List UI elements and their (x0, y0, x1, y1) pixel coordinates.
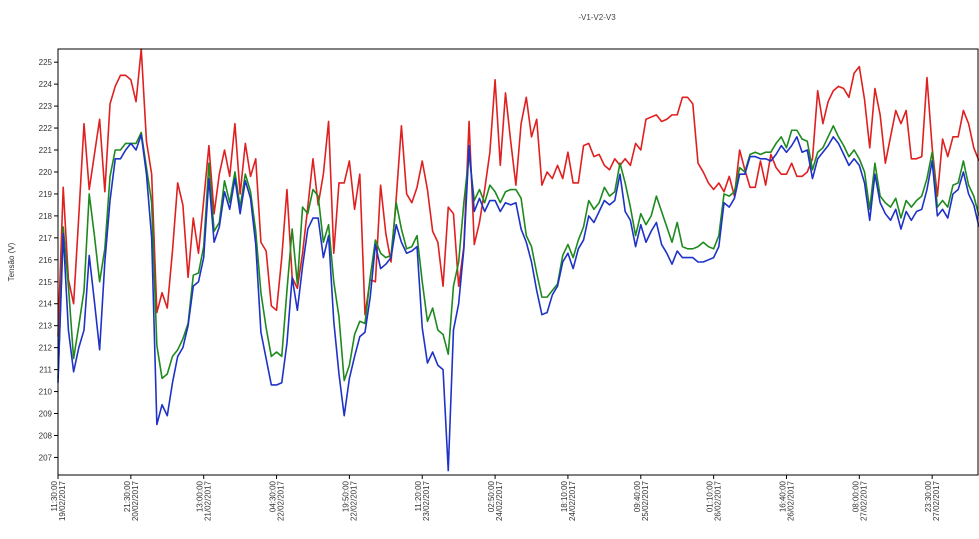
x-tick-label: 01:10:00 26/02/2017 (706, 480, 723, 521)
x-tick-label: 19:50:00 22/02/2017 (341, 480, 358, 521)
x-tick-time: 09:40:00 (633, 480, 642, 512)
y-tick-label: 221 (39, 146, 53, 155)
x-tick-date: 19/02/2017 (58, 480, 67, 521)
x-tick-date: 23/02/2017 (422, 480, 431, 521)
y-tick-label: 224 (39, 80, 53, 89)
x-tick-date: 26/02/2017 (786, 480, 795, 521)
x-tick-date: 24/02/2017 (568, 480, 577, 521)
y-tick-label: 214 (39, 300, 53, 309)
x-tick-label: 18:10:00 24/02/2017 (560, 480, 577, 521)
chart-legend: -V1-V2-V3 (578, 13, 616, 22)
plot-area (57, 48, 979, 472)
x-tick-date: 27/02/2017 (859, 480, 868, 521)
x-tick-label: 08:00:00 27/02/2017 (851, 480, 868, 521)
x-tick-label: 23:30:00 27/02/2017 (924, 480, 941, 521)
x-tick-time: 13:00:00 (196, 480, 205, 512)
x-tick-date: 22/02/2017 (349, 480, 358, 521)
x-tick-time: 16:40:00 (778, 480, 787, 512)
x-tick-time: 11:20:00 (414, 480, 423, 511)
y-axis: 207 208 209 210 211 212 213 214 215 216 217 218 219 2… (39, 58, 58, 462)
x-tick-time: 19:50:00 (341, 480, 350, 512)
y-tick-label: 209 (39, 410, 53, 419)
x-tick-label: 16:40:00 26/02/2017 (778, 480, 795, 521)
x-tick-time: 11:30:00 (50, 480, 59, 511)
x-tick-time: 23:30:00 (924, 480, 933, 512)
x-tick-label: 21:30:00 20/02/2017 (123, 480, 140, 521)
y-tick-label: 207 (39, 453, 53, 462)
plot-frame (57, 48, 979, 476)
x-tick-time: 01:10:00 (706, 480, 715, 512)
x-tick-date: 27/02/2017 (932, 480, 941, 521)
x-tick-date: 25/02/2017 (641, 480, 650, 521)
y-axis-title: Tensão (V) (7, 242, 16, 281)
y-tick-label: 213 (39, 322, 53, 331)
y-tick-label: 208 (39, 431, 53, 440)
x-tick-label: 09:40:00 25/02/2017 (633, 480, 650, 521)
y-tick-label: 210 (39, 388, 53, 397)
x-tick-time: 02:50:00 (487, 480, 496, 512)
x-tick-label: 02:50:00 24/02/2017 (487, 480, 504, 521)
x-tick-label: 04:30:00 22/02/2017 (269, 480, 286, 521)
x-axis: 11:30:00 19/02/2017 21:30:00 20/02/2017 13:0… (50, 475, 941, 521)
x-tick-time: 18:10:00 (560, 480, 569, 512)
x-tick-label: 11:30:00 19/02/2017 (50, 480, 67, 521)
x-tick-date: 26/02/2017 (714, 480, 723, 521)
series-line-v1 (57, 48, 979, 337)
x-tick-time: 04:30:00 (269, 480, 278, 512)
x-tick-date: 20/02/2017 (131, 480, 140, 521)
series-line-v2 (57, 125, 979, 382)
x-tick-date: 22/02/2017 (277, 480, 286, 521)
x-tick-date: 24/02/2017 (495, 480, 504, 521)
y-tick-label: 219 (39, 190, 53, 199)
y-tick-label: 225 (39, 58, 53, 67)
x-tick-date: 21/02/2017 (204, 480, 213, 521)
legend-label: -V1-V2-V3 (578, 13, 616, 22)
y-tick-label: 211 (39, 366, 52, 375)
y-tick-label: 217 (39, 234, 53, 243)
series-line-v3 (57, 133, 979, 472)
y-tick-label: 215 (39, 278, 53, 287)
y-tick-label: 212 (39, 344, 53, 353)
y-tick-label: 216 (39, 256, 53, 265)
y-tick-label: 222 (39, 124, 53, 133)
y-tick-label: 220 (39, 168, 53, 177)
y-tick-label: 218 (39, 212, 53, 221)
x-tick-time: 08:00:00 (851, 480, 860, 512)
x-tick-label: 11:20:00 23/02/2017 (414, 480, 431, 521)
x-tick-label: 13:00:00 21/02/2017 (196, 480, 213, 521)
y-tick-label: 223 (39, 102, 53, 111)
x-tick-time: 21:30:00 (123, 480, 132, 512)
